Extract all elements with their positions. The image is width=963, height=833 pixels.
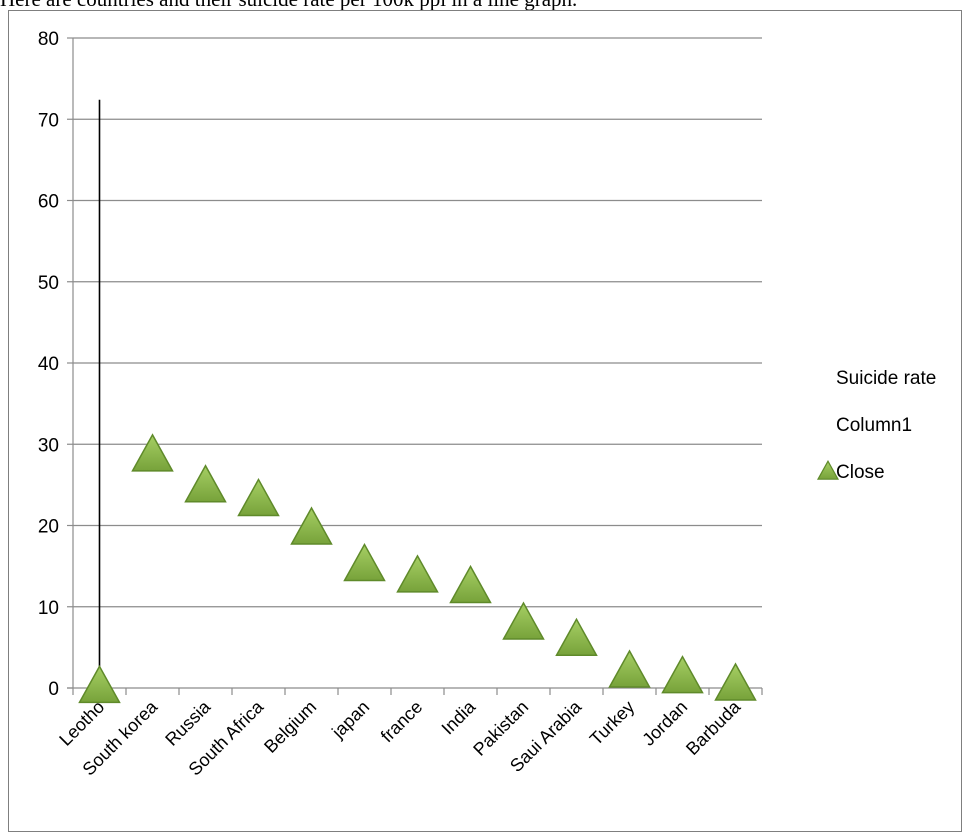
close-marker	[608, 649, 651, 688]
y-tick-label: 20	[38, 517, 59, 538]
header-text: Here are countries and their suicide rat…	[0, 0, 963, 11]
close-marker	[661, 655, 704, 694]
close-marker	[237, 477, 280, 517]
close-marker	[78, 664, 121, 704]
x-tick-label: Turkey	[586, 697, 639, 750]
close-marker	[714, 662, 757, 701]
x-tick-label: Barbuda	[682, 696, 745, 759]
close-marker	[184, 464, 227, 503]
y-tick-label: 70	[38, 110, 59, 131]
y-tick-labels: 0 10 20 30 40 50 60 70 80	[38, 29, 59, 700]
close-markers	[78, 433, 757, 704]
close-marker	[343, 542, 386, 582]
legend-label: Suicide rate	[836, 368, 936, 389]
axes	[67, 37, 763, 695]
legend: Suicide rate Column1 Close	[816, 368, 936, 483]
y-tick-label: 30	[38, 435, 59, 456]
x-tick-label: Jordan	[638, 697, 691, 750]
x-tick-label: japan	[327, 697, 373, 743]
y-tick-label: 40	[38, 354, 59, 375]
grid-lines	[73, 37, 762, 608]
x-tick-label: Leotho	[55, 697, 108, 750]
close-marker	[502, 601, 545, 640]
x-tick-label: Belgium	[260, 697, 320, 757]
y-tick-label: 50	[38, 273, 59, 294]
legend-label: Close	[836, 462, 885, 483]
close-marker	[290, 506, 333, 545]
y-tick-label: 60	[38, 192, 59, 213]
close-marker	[449, 564, 492, 604]
y-tick-label: 0	[48, 679, 59, 700]
chart-frame: 0 10 20 30 40 50 60 70 80 Leotho South korea Russi…	[8, 10, 962, 832]
x-tick-label: france	[377, 697, 427, 747]
y-tick-label: 80	[38, 29, 59, 50]
close-marker	[131, 433, 174, 472]
y-tick-label: 10	[38, 598, 59, 619]
x-tick-label: India	[438, 696, 480, 738]
close-marker	[396, 554, 439, 593]
legend-label: Column1	[836, 415, 912, 436]
legend-marker-close	[816, 459, 840, 480]
close-marker	[555, 617, 598, 657]
